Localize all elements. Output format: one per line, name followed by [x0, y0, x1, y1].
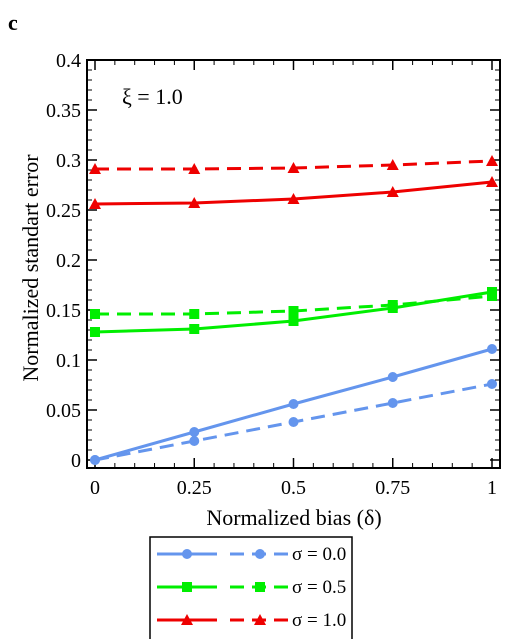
x-tick-label: 1: [487, 477, 497, 499]
data-point: [487, 344, 497, 354]
x-tick-label: 0.25: [177, 477, 212, 499]
y-tick-label: 0.1: [56, 350, 81, 372]
data-point: [487, 379, 497, 389]
plot-area: 0 0.25 0.5 0.75 1 0 0.05 0.1 0.15 0.2 0.25 0.3 0.35 0…: [46, 50, 501, 499]
x-tick-label: 0.75: [375, 477, 410, 499]
data-point: [89, 163, 101, 174]
data-point: [89, 198, 101, 209]
y-axis-label: Normalized standart error: [18, 154, 43, 382]
legend-marker-dashed: [255, 582, 265, 592]
data-point: [189, 324, 200, 334]
x-tick-label: 0.5: [281, 477, 306, 499]
y-tick-label: 0: [71, 450, 81, 472]
legend-marker-solid: [182, 582, 192, 592]
data-point: [287, 162, 300, 173]
data-point: [288, 306, 299, 316]
data-point: [288, 417, 299, 427]
data-point: [487, 291, 497, 301]
legend-label: σ = 0.5: [292, 577, 346, 598]
data-point: [188, 197, 201, 208]
annotation-xi: ξ = 1.0: [122, 84, 183, 109]
y-tick-label: 0.3: [56, 150, 81, 172]
data-point: [287, 193, 300, 204]
x-axis-label: Normalized bias (δ): [206, 505, 381, 530]
data-point: [486, 155, 498, 166]
legend-label: σ = 0.0: [292, 544, 346, 565]
data-point: [486, 176, 498, 187]
data-point: [189, 427, 200, 437]
y-tick-label: 0.35: [46, 100, 81, 122]
panel-label: c: [8, 10, 18, 35]
legend-marker-dashed: [254, 614, 266, 625]
data-point: [188, 163, 201, 174]
legend-marker-solid: [182, 549, 192, 559]
data-point: [189, 436, 200, 446]
data-point: [90, 309, 100, 319]
y-tick-label: 0.2: [56, 250, 81, 272]
y-tick-label: 0.4: [56, 50, 81, 72]
data-point: [90, 455, 100, 465]
data-point: [386, 186, 399, 197]
y-tick-label: 0.25: [46, 200, 81, 222]
data-point: [387, 300, 398, 310]
y-tick-label: 0.05: [46, 400, 81, 422]
legend-marker-dashed: [255, 549, 265, 559]
legend-marker-solid: [181, 614, 193, 625]
data-point: [90, 327, 100, 337]
legend-label: σ = 1.0: [292, 610, 346, 631]
data-point: [288, 316, 299, 326]
data-point: [386, 159, 399, 170]
data-point: [189, 309, 200, 319]
data-point: [288, 399, 299, 409]
legend: σ = 0.0 σ = 0.5 σ = 1.0: [149, 536, 353, 639]
x-tick-label: 0: [90, 477, 100, 499]
data-point: [387, 398, 398, 408]
data-point: [387, 372, 398, 382]
y-tick-label: 0.15: [46, 300, 81, 322]
